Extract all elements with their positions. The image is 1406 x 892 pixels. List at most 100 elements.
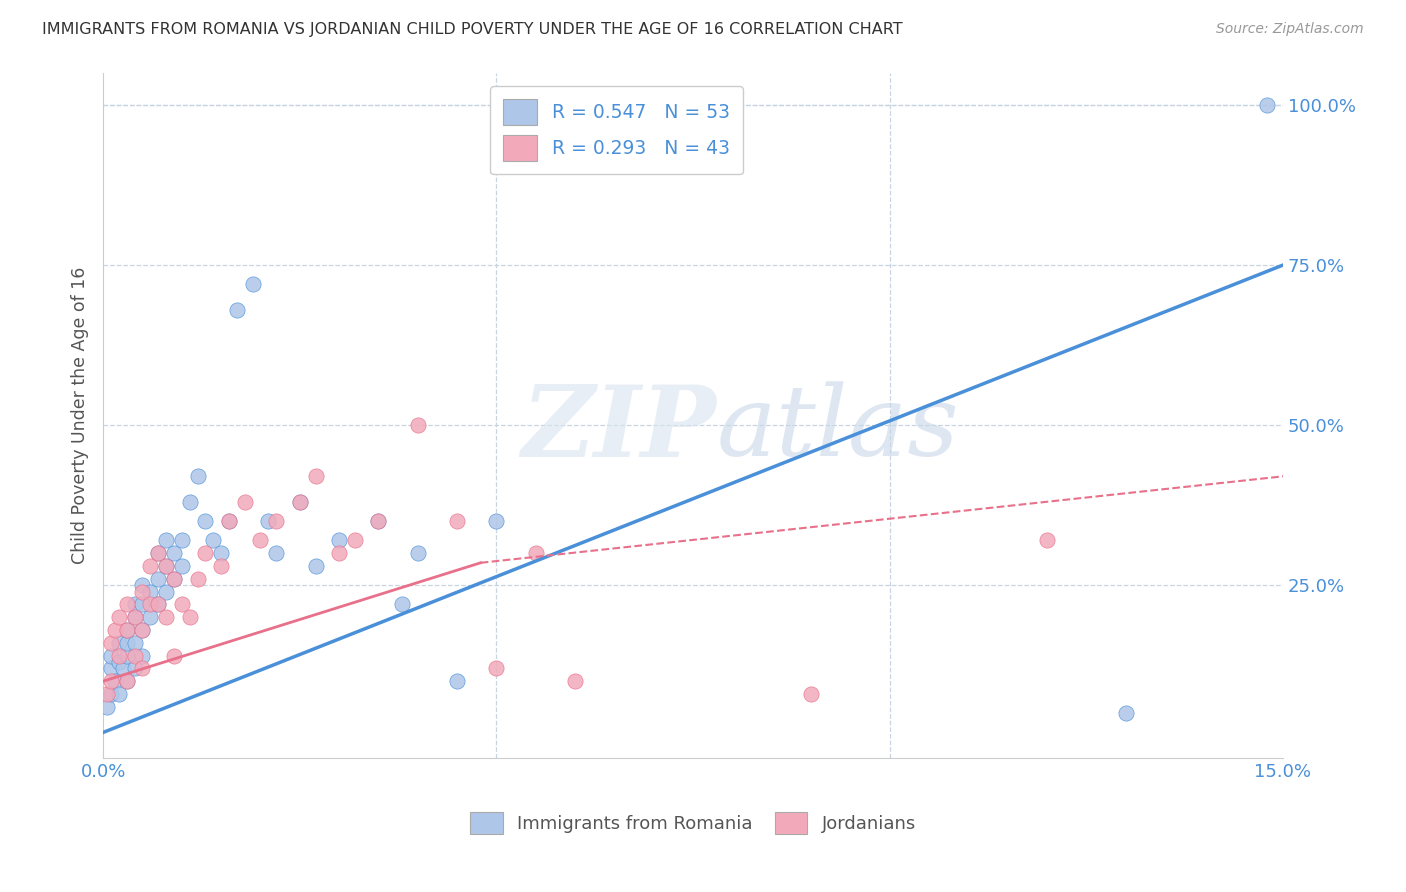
Point — [155, 533, 177, 548]
Point — [115, 674, 138, 689]
Point — [328, 533, 350, 548]
Point — [1115, 706, 1137, 721]
Y-axis label: Child Poverty Under the Age of 16: Child Poverty Under the Age of 16 — [72, 267, 89, 565]
Text: IMMIGRANTS FROM ROMANIA VS JORDANIAN CHILD POVERTY UNDER THE AGE OF 16 CORRELATI: IMMIGRANTS FROM ROMANIA VS JORDANIAN CHI… — [42, 22, 903, 37]
Point — [249, 533, 271, 548]
Point — [155, 610, 177, 624]
Point — [115, 623, 138, 637]
Point — [485, 661, 508, 675]
Point — [100, 687, 122, 701]
Point — [179, 495, 201, 509]
Point — [367, 514, 389, 528]
Point — [115, 623, 138, 637]
Point — [108, 687, 131, 701]
Point — [155, 558, 177, 573]
Point — [139, 558, 162, 573]
Point — [218, 514, 240, 528]
Point — [288, 495, 311, 509]
Point — [148, 572, 170, 586]
Point — [186, 469, 208, 483]
Point — [104, 623, 127, 637]
Point — [328, 546, 350, 560]
Point — [100, 648, 122, 663]
Point — [264, 514, 287, 528]
Point — [304, 558, 326, 573]
Point — [391, 598, 413, 612]
Point — [194, 514, 217, 528]
Point — [800, 687, 823, 701]
Point — [124, 636, 146, 650]
Point — [139, 598, 162, 612]
Point — [194, 546, 217, 560]
Point — [115, 598, 138, 612]
Point — [111, 661, 134, 675]
Point — [124, 598, 146, 612]
Point — [131, 598, 153, 612]
Point — [170, 598, 193, 612]
Point — [124, 648, 146, 663]
Point — [209, 558, 232, 573]
Text: atlas: atlas — [717, 382, 959, 477]
Point — [186, 572, 208, 586]
Point — [446, 674, 468, 689]
Point — [115, 636, 138, 650]
Point — [1036, 533, 1059, 548]
Point — [100, 636, 122, 650]
Point — [257, 514, 280, 528]
Point — [131, 578, 153, 592]
Point — [485, 514, 508, 528]
Point — [225, 302, 247, 317]
Point — [1256, 98, 1278, 112]
Point — [148, 598, 170, 612]
Point — [108, 636, 131, 650]
Point — [139, 584, 162, 599]
Point — [170, 558, 193, 573]
Point — [108, 648, 131, 663]
Point — [163, 648, 186, 663]
Point — [108, 655, 131, 669]
Point — [115, 674, 138, 689]
Point — [131, 648, 153, 663]
Point — [131, 623, 153, 637]
Point — [131, 584, 153, 599]
Point — [209, 546, 232, 560]
Point — [304, 469, 326, 483]
Point — [163, 546, 186, 560]
Point — [96, 687, 118, 701]
Point — [131, 661, 153, 675]
Point — [148, 598, 170, 612]
Point — [100, 661, 122, 675]
Point — [124, 610, 146, 624]
Point — [179, 610, 201, 624]
Point — [233, 495, 256, 509]
Point — [148, 546, 170, 560]
Point — [406, 418, 429, 433]
Point — [155, 584, 177, 599]
Point — [524, 546, 547, 560]
Point — [96, 699, 118, 714]
Point — [155, 558, 177, 573]
Point — [163, 572, 186, 586]
Point — [170, 533, 193, 548]
Point — [242, 277, 264, 292]
Point — [131, 623, 153, 637]
Point — [139, 610, 162, 624]
Point — [100, 674, 122, 689]
Point — [124, 661, 146, 675]
Point — [367, 514, 389, 528]
Point — [163, 572, 186, 586]
Point — [124, 610, 146, 624]
Text: Source: ZipAtlas.com: Source: ZipAtlas.com — [1216, 22, 1364, 37]
Point — [288, 495, 311, 509]
Point — [202, 533, 225, 548]
Point — [564, 674, 586, 689]
Text: ZIP: ZIP — [522, 381, 717, 477]
Point — [446, 514, 468, 528]
Legend: Immigrants from Romania, Jordanians: Immigrants from Romania, Jordanians — [463, 805, 922, 841]
Point — [406, 546, 429, 560]
Point — [108, 610, 131, 624]
Point — [218, 514, 240, 528]
Point — [148, 546, 170, 560]
Point — [104, 674, 127, 689]
Point — [264, 546, 287, 560]
